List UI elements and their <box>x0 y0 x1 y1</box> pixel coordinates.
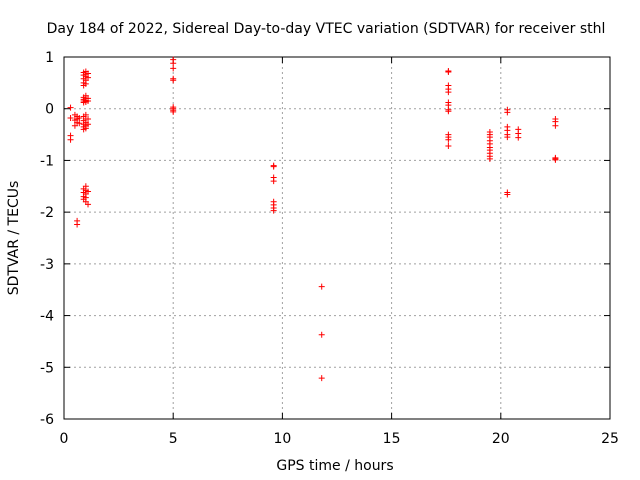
y-tick-label: 1 <box>45 50 54 66</box>
grid-lines <box>64 57 610 419</box>
data-point <box>504 191 511 198</box>
data-point <box>318 283 325 290</box>
data-point <box>76 120 83 127</box>
data-point <box>85 74 92 81</box>
data-point <box>270 207 277 214</box>
data-point <box>552 156 559 163</box>
data-point <box>445 89 452 96</box>
x-tick-label: 10 <box>273 431 291 447</box>
data-point <box>270 163 277 170</box>
data-point <box>445 108 452 115</box>
axis-ticks: 10-1-2-3-4-5-60 5 10 15 20 25 <box>40 50 619 447</box>
y-tick-label: -6 <box>40 412 54 428</box>
data-point <box>170 65 177 72</box>
x-tick-label: 5 <box>169 431 178 447</box>
y-tick-label: -3 <box>40 257 54 273</box>
data-point <box>74 221 81 228</box>
data-point <box>76 115 83 122</box>
x-tick-label: 25 <box>601 431 619 447</box>
data-point <box>85 116 92 123</box>
x-tick-label: 0 <box>60 431 69 447</box>
data-point <box>170 77 177 84</box>
data-point <box>85 121 92 128</box>
data-point <box>67 136 74 143</box>
data-point <box>85 201 92 208</box>
data-point <box>71 122 78 129</box>
chart-title: Day 184 of 2022, Sidereal Day-to-day VTE… <box>47 21 606 37</box>
data-point <box>82 125 89 132</box>
data-point <box>515 134 522 141</box>
data-point <box>504 134 511 141</box>
data-point <box>67 104 74 111</box>
data-point <box>504 109 511 116</box>
data-point <box>445 68 452 75</box>
data-point <box>445 136 452 143</box>
data-point <box>270 178 277 185</box>
data-point <box>82 80 89 87</box>
y-axis-label: SDTVAR / TECUs <box>6 181 22 296</box>
data-point <box>552 122 559 129</box>
data-point <box>170 108 177 115</box>
data-point <box>85 188 92 195</box>
data-point <box>445 142 452 149</box>
x-tick-label: 15 <box>383 431 401 447</box>
data-point <box>85 97 92 104</box>
data-point <box>170 60 177 67</box>
plot-frame <box>63 56 611 420</box>
y-tick-label: -5 <box>40 360 54 376</box>
data-point <box>318 331 325 338</box>
y-tick-label: -1 <box>40 153 54 169</box>
data-point <box>318 375 325 382</box>
data-point <box>67 115 74 122</box>
x-tick-label: 20 <box>492 431 510 447</box>
data-points <box>67 56 559 382</box>
y-tick-label: -2 <box>40 205 54 221</box>
y-tick-label: 0 <box>45 102 54 118</box>
x-axis-label: GPS time / hours <box>276 458 393 474</box>
y-tick-label: -4 <box>40 309 54 325</box>
data-point <box>486 155 493 162</box>
